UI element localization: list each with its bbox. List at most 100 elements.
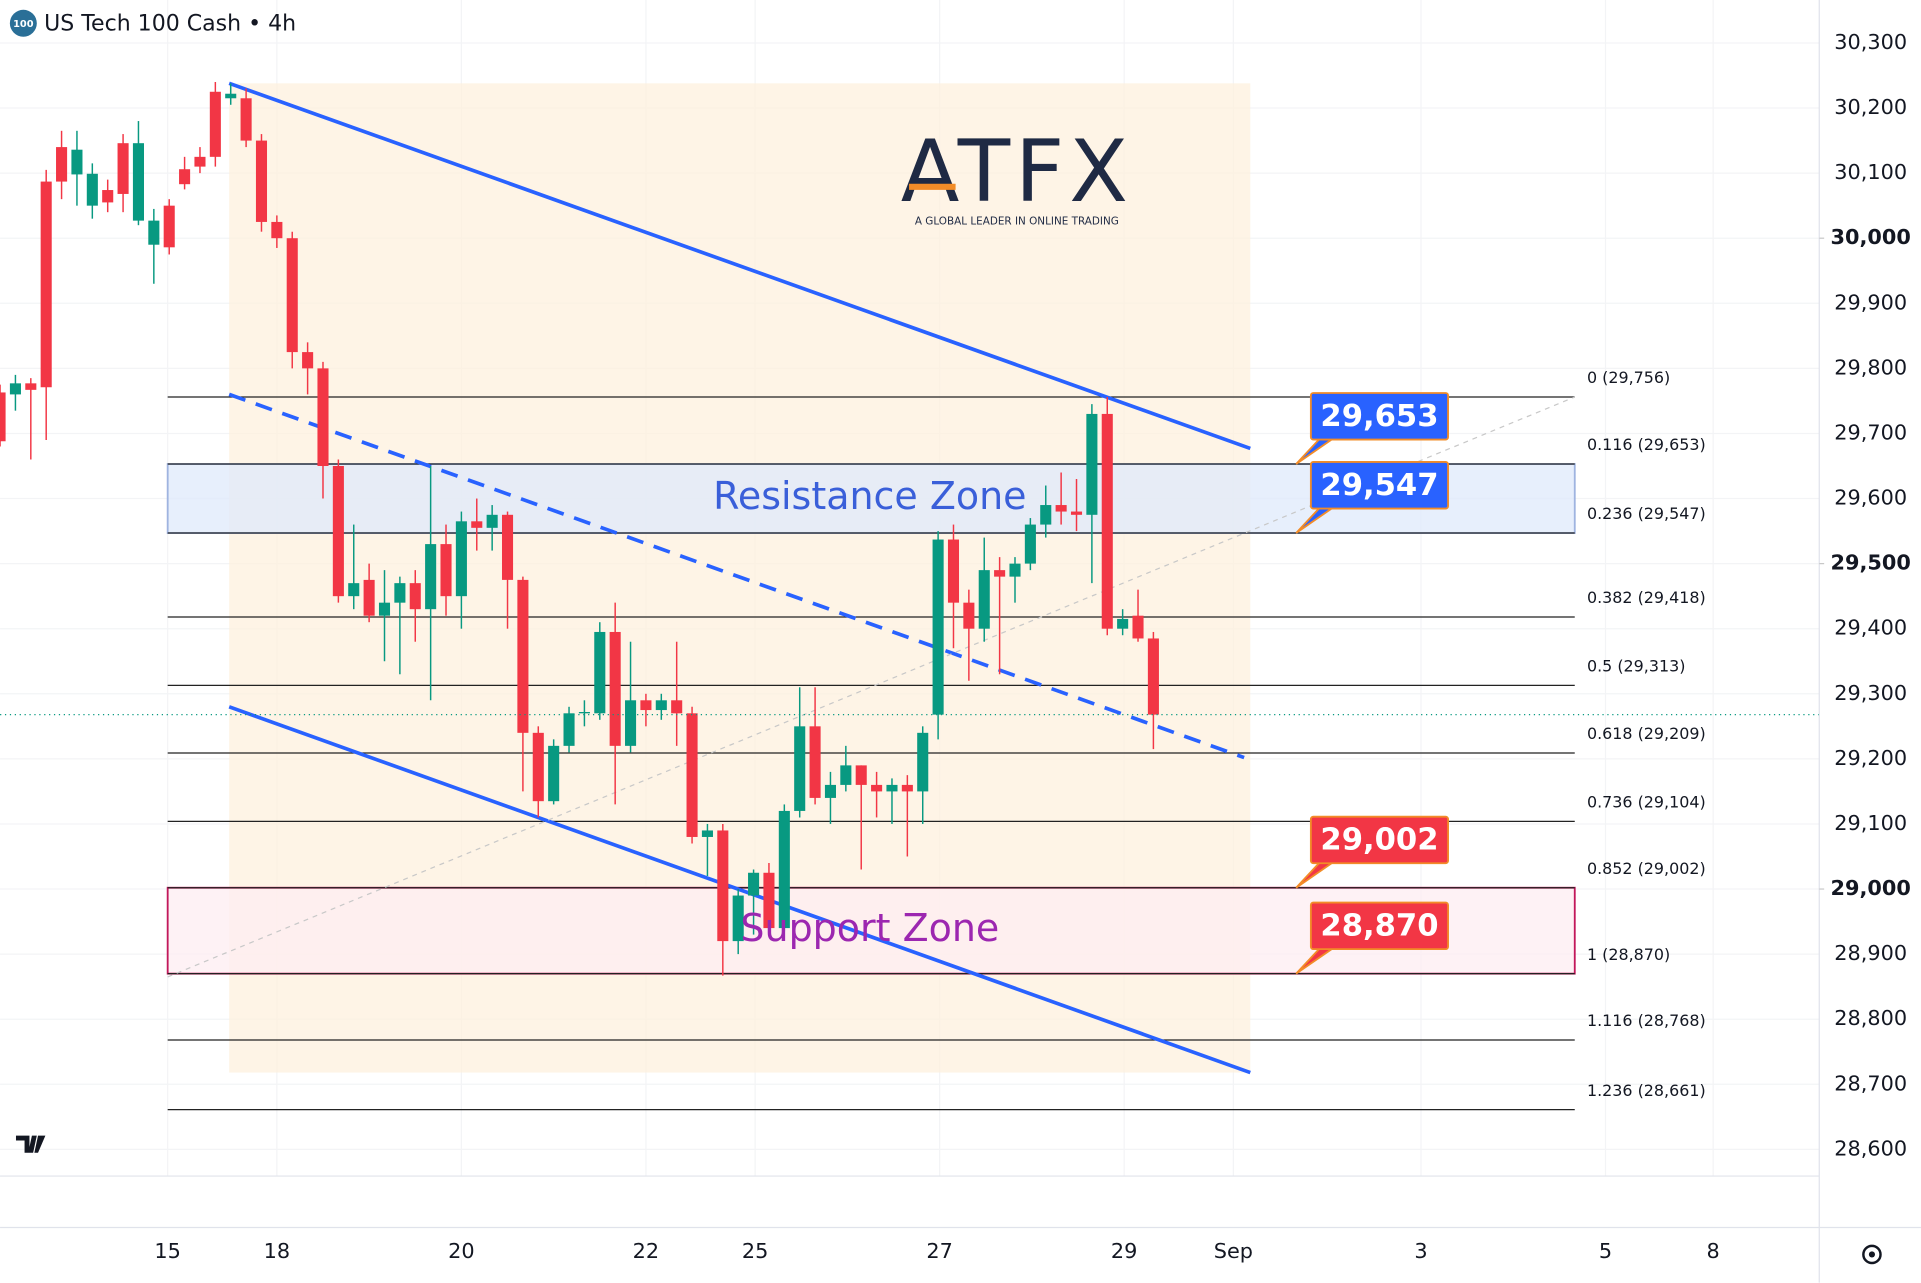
candle-body — [1117, 618, 1129, 629]
x-tick-label: 5 — [1599, 1239, 1612, 1263]
fib-label: 0.382 (29,418) — [1587, 588, 1706, 607]
tv-logo-mark — [15, 1135, 46, 1153]
logo-name: ATFX — [901, 122, 1133, 222]
tv-logo — [15, 1135, 46, 1153]
candle-body — [548, 745, 560, 802]
y-tick-label: 29,700 — [1834, 420, 1907, 444]
candle-body — [809, 726, 821, 798]
trend-line — [228, 705, 1251, 1075]
candle-body — [40, 181, 52, 388]
candle-body — [302, 352, 314, 369]
x-tick-label: 18 — [264, 1239, 290, 1263]
candle-body — [1132, 615, 1144, 639]
candle-body — [486, 514, 498, 528]
candle-body — [363, 579, 375, 616]
candle-body — [240, 98, 252, 141]
candle-body — [471, 521, 483, 528]
candle-body — [332, 465, 344, 597]
x-tick-label: 3 — [1414, 1239, 1427, 1263]
symbol-icon — [9, 9, 37, 37]
y-tick-label: 30,300 — [1834, 30, 1907, 54]
candle-body — [1024, 524, 1036, 564]
chart-title: US Tech 100 Cash • 4h — [44, 12, 296, 37]
x-tick-label: 27 — [926, 1239, 952, 1263]
callout-box — [1309, 392, 1449, 441]
candle-body — [455, 521, 467, 597]
callout-box — [1309, 461, 1449, 510]
candle-body — [947, 539, 960, 603]
candle-body — [440, 544, 452, 597]
zone-label: Resistance Zone — [713, 474, 1026, 518]
candle-body — [963, 602, 975, 629]
trend-line — [228, 392, 1245, 760]
fib-label: 0.736 (29,104) — [1587, 792, 1706, 811]
x-tick-label: Sep — [1214, 1239, 1253, 1263]
x-tick-label: 22 — [633, 1239, 659, 1263]
candle-body — [425, 544, 437, 610]
x-tick-label: 15 — [154, 1239, 180, 1263]
candle-body — [209, 91, 221, 157]
settings-gear[interactable] — [1862, 1244, 1882, 1265]
candle-body — [132, 143, 144, 221]
fib-label: 0.852 (29,002) — [1587, 859, 1706, 878]
y-tick-label: 29,400 — [1834, 616, 1907, 640]
callout-label: 29,547 — [1320, 468, 1438, 503]
fib-label: 1.236 (28,661) — [1587, 1081, 1706, 1100]
candle-body — [1101, 413, 1113, 629]
y-tick-label: 29,000 — [1831, 876, 1911, 900]
fib-label: 1.116 (28,768) — [1587, 1011, 1706, 1030]
candle-body — [763, 872, 775, 929]
candle-body — [102, 190, 114, 203]
candle-body — [517, 579, 529, 733]
candle-body — [794, 726, 806, 811]
candle-body — [1086, 413, 1098, 515]
candle-body — [686, 713, 698, 837]
y-tick-label: 29,500 — [1831, 551, 1911, 575]
candle-body — [594, 631, 606, 714]
candle-body — [701, 830, 713, 837]
fib-label: 0.618 (29,209) — [1587, 724, 1706, 743]
fib-label: 0.116 (29,653) — [1587, 435, 1706, 454]
candle-body — [917, 732, 929, 792]
candle-body — [1009, 563, 1021, 577]
y-tick-label: 29,300 — [1834, 681, 1907, 705]
candle-body — [717, 830, 729, 942]
y-tick-label: 29,100 — [1834, 811, 1907, 835]
callout-box — [1309, 815, 1449, 865]
logo-tagline: A GLOBAL LEADER IN ONLINE TRADING — [915, 216, 1119, 228]
fib-label: 0.236 (29,547) — [1587, 504, 1706, 523]
candle-body — [271, 221, 283, 239]
y-tick-label: 29,800 — [1834, 355, 1907, 379]
callout-label: 29,653 — [1320, 399, 1438, 434]
trend-line — [228, 81, 1251, 451]
candle-body — [563, 713, 575, 746]
candle-body — [532, 732, 544, 802]
candle-body — [871, 784, 883, 792]
candle-body — [163, 205, 175, 248]
y-tick-label: 29,900 — [1834, 290, 1907, 314]
candle-body — [378, 602, 391, 616]
fib-label: 0 (29,756) — [1587, 368, 1670, 387]
candle-body — [56, 147, 68, 182]
candle-body — [148, 220, 160, 245]
y-tick-label: 30,200 — [1834, 95, 1907, 119]
fib-label: 1 (28,870) — [1587, 945, 1670, 964]
header: 100 US Tech 100 Cash • 4h — [9, 9, 296, 37]
candle-body — [194, 156, 206, 167]
settings-icon[interactable] — [1862, 1244, 1882, 1265]
y-tick-label: 29,200 — [1834, 746, 1907, 770]
candle-body — [994, 570, 1006, 577]
zone-label: Support Zone — [740, 906, 999, 950]
y-tick-label: 28,700 — [1834, 1071, 1907, 1095]
fib-label: 0.5 (29,313) — [1587, 656, 1685, 675]
x-tick-label: 25 — [742, 1239, 768, 1263]
candle-body — [225, 93, 237, 99]
candle-body — [501, 514, 514, 580]
y-tick-label: 30,100 — [1834, 160, 1907, 184]
y-tick-label: 30,000 — [1831, 225, 1911, 249]
candle-body — [9, 383, 21, 395]
y-tick-label: 28,600 — [1834, 1136, 1907, 1160]
